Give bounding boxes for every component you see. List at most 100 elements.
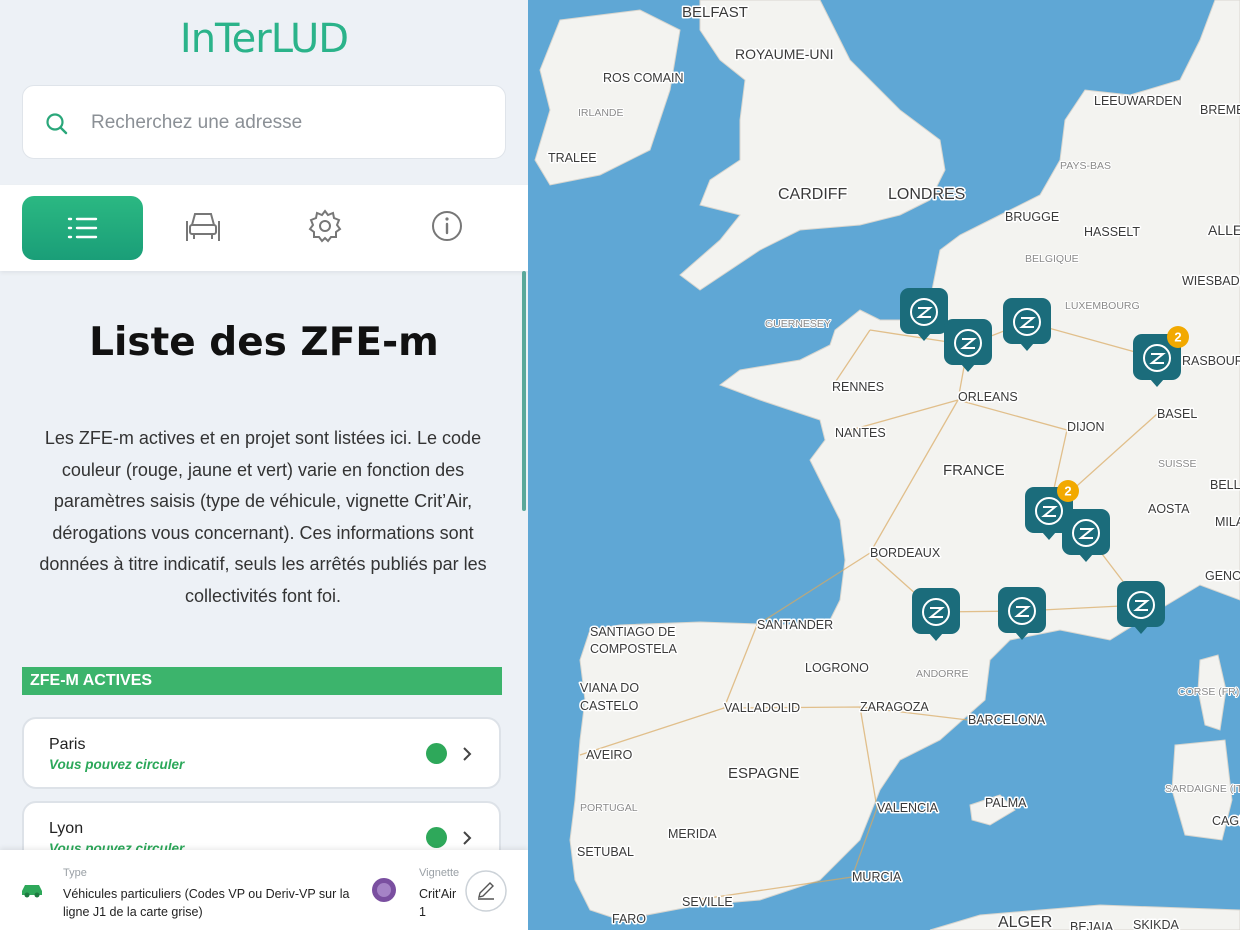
map-label: AOSTA [1148, 502, 1190, 516]
type-value: Véhicules particuliers (Codes VP ou Deri… [63, 887, 350, 919]
marker-body [944, 319, 992, 365]
tab-settings[interactable] [306, 207, 344, 245]
chevron [463, 747, 472, 761]
marker-icon [910, 298, 938, 326]
map-label: DIJON [1067, 420, 1105, 434]
map-label: MERIDA [668, 827, 717, 841]
zone-name: Paris [49, 736, 86, 753]
status-dot [426, 827, 447, 848]
map-label: CASTELO [580, 699, 639, 713]
map-label: CAGL [1212, 814, 1240, 828]
marker-tip [961, 364, 975, 372]
tab-list[interactable] [22, 196, 143, 260]
map-label: BREME [1200, 103, 1240, 117]
map-label: SETUBAL [577, 845, 634, 859]
map-label: CARDIFF [778, 186, 848, 203]
status-dot [426, 743, 447, 764]
map-label: PORTUGAL [580, 802, 638, 814]
zfe-marker[interactable] [944, 319, 992, 372]
vignette-value: Crit'Air 1 [419, 887, 457, 919]
search-box[interactable]: Recherchez une adresse [22, 85, 506, 159]
marker-tip [1042, 532, 1056, 540]
map[interactable]: BELFAST ROYAUME-UNI ROS COMAIN IRLANDE TRALE… [528, 0, 1240, 930]
panel-title: Liste des ZFE-m [89, 320, 439, 365]
marker-icon [1143, 344, 1171, 372]
zfe-marker[interactable] [998, 587, 1046, 640]
marker-body [1003, 298, 1051, 344]
marker-icon [1149, 353, 1166, 364]
marker-body [900, 288, 948, 334]
tab-vehicle[interactable] [184, 207, 222, 245]
marker-icon [922, 598, 950, 626]
scrollbar[interactable] [522, 271, 526, 511]
marker-tip [1015, 632, 1029, 640]
map-label: BRUGGE [1005, 210, 1059, 224]
map-label: VALLADOLID [724, 701, 800, 715]
cluster-count: 2 [1064, 483, 1071, 498]
marker-icon [1072, 519, 1100, 547]
zfe-marker[interactable] [900, 288, 948, 341]
marker-icon [1127, 591, 1155, 619]
side-panel: InTerLUD Recherchez une adresse Liste de… [0, 0, 528, 930]
marker-icon [1041, 506, 1058, 517]
zfe-markers: 22 [900, 288, 1189, 641]
map-label: VIANA DO [580, 681, 639, 695]
type-label: Type [63, 867, 87, 879]
land [534, 0, 1240, 930]
map-label: MILA [1215, 515, 1240, 529]
section-header: ZFE-M ACTIVES [22, 667, 502, 695]
map-label: SARDAIGNE (IT) [1165, 783, 1240, 795]
map-label: FARO [612, 912, 646, 926]
map-label: ANDORRE [916, 668, 969, 680]
zfe-marker[interactable] [1133, 334, 1181, 387]
map-label: VALENCIA [877, 801, 939, 815]
tab-info[interactable] [428, 207, 466, 245]
marker-tip [1134, 626, 1148, 634]
map-label: COMPOSTELA [590, 642, 677, 656]
marker-icon [1019, 317, 1036, 328]
map-label: ALGER [998, 914, 1052, 930]
map-label: ROS COMAIN [603, 71, 684, 85]
map-label: AVEIRO [586, 748, 633, 762]
map-label: ORLEANS [958, 390, 1018, 404]
map-label: ESPAGNE [728, 765, 799, 782]
map-label: MURCIA [852, 870, 902, 884]
map-label: WIESBADE [1182, 274, 1240, 288]
tab-bar [0, 185, 528, 271]
marker-icon [928, 607, 945, 618]
logo: InTerLUD [179, 16, 349, 62]
marker-tip [1079, 554, 1093, 562]
map-label: FRANCE [943, 462, 1005, 479]
marker-body [1117, 581, 1165, 627]
vignette-label: Vignette [419, 867, 460, 879]
zfe-marker[interactable] [1062, 509, 1110, 562]
critair-badge [372, 878, 396, 902]
map-label: SANTIAGO DE [590, 625, 675, 639]
map-label: SANTANDER [757, 618, 833, 632]
map-label: PALMA [985, 796, 1027, 810]
marker-body [1062, 509, 1110, 555]
map-label: RENNES [832, 380, 884, 394]
map-label: ALLE [1208, 222, 1240, 238]
car-icon [22, 885, 42, 898]
map-label: GUERNESEY [765, 318, 831, 330]
marker-icon [1013, 308, 1041, 336]
edit-button[interactable] [464, 869, 508, 913]
map-label: ZARAGOZA [860, 700, 929, 714]
vehicle-footer: Type Véhicules particuliers (Codes VP ou… [0, 850, 528, 930]
cluster-badge [1057, 480, 1079, 502]
map-label: BELFAST [682, 4, 748, 21]
map-label: LEEUWARDEN [1094, 94, 1182, 108]
map-label: LONDRES [888, 186, 965, 203]
map-label: LOGRONO [805, 661, 869, 675]
marker-body [912, 588, 960, 634]
zfe-marker[interactable] [912, 588, 960, 641]
marker-icon [1133, 600, 1150, 611]
zfe-marker[interactable] [1117, 581, 1165, 634]
map-label: ROYAUME-UNI [735, 46, 834, 62]
marker-icon [1078, 528, 1095, 539]
zfe-marker[interactable] [1003, 298, 1051, 351]
map-label: BELGIQUE [1025, 253, 1079, 265]
zone-card[interactable]: Paris Vous pouvez circuler [22, 717, 501, 789]
